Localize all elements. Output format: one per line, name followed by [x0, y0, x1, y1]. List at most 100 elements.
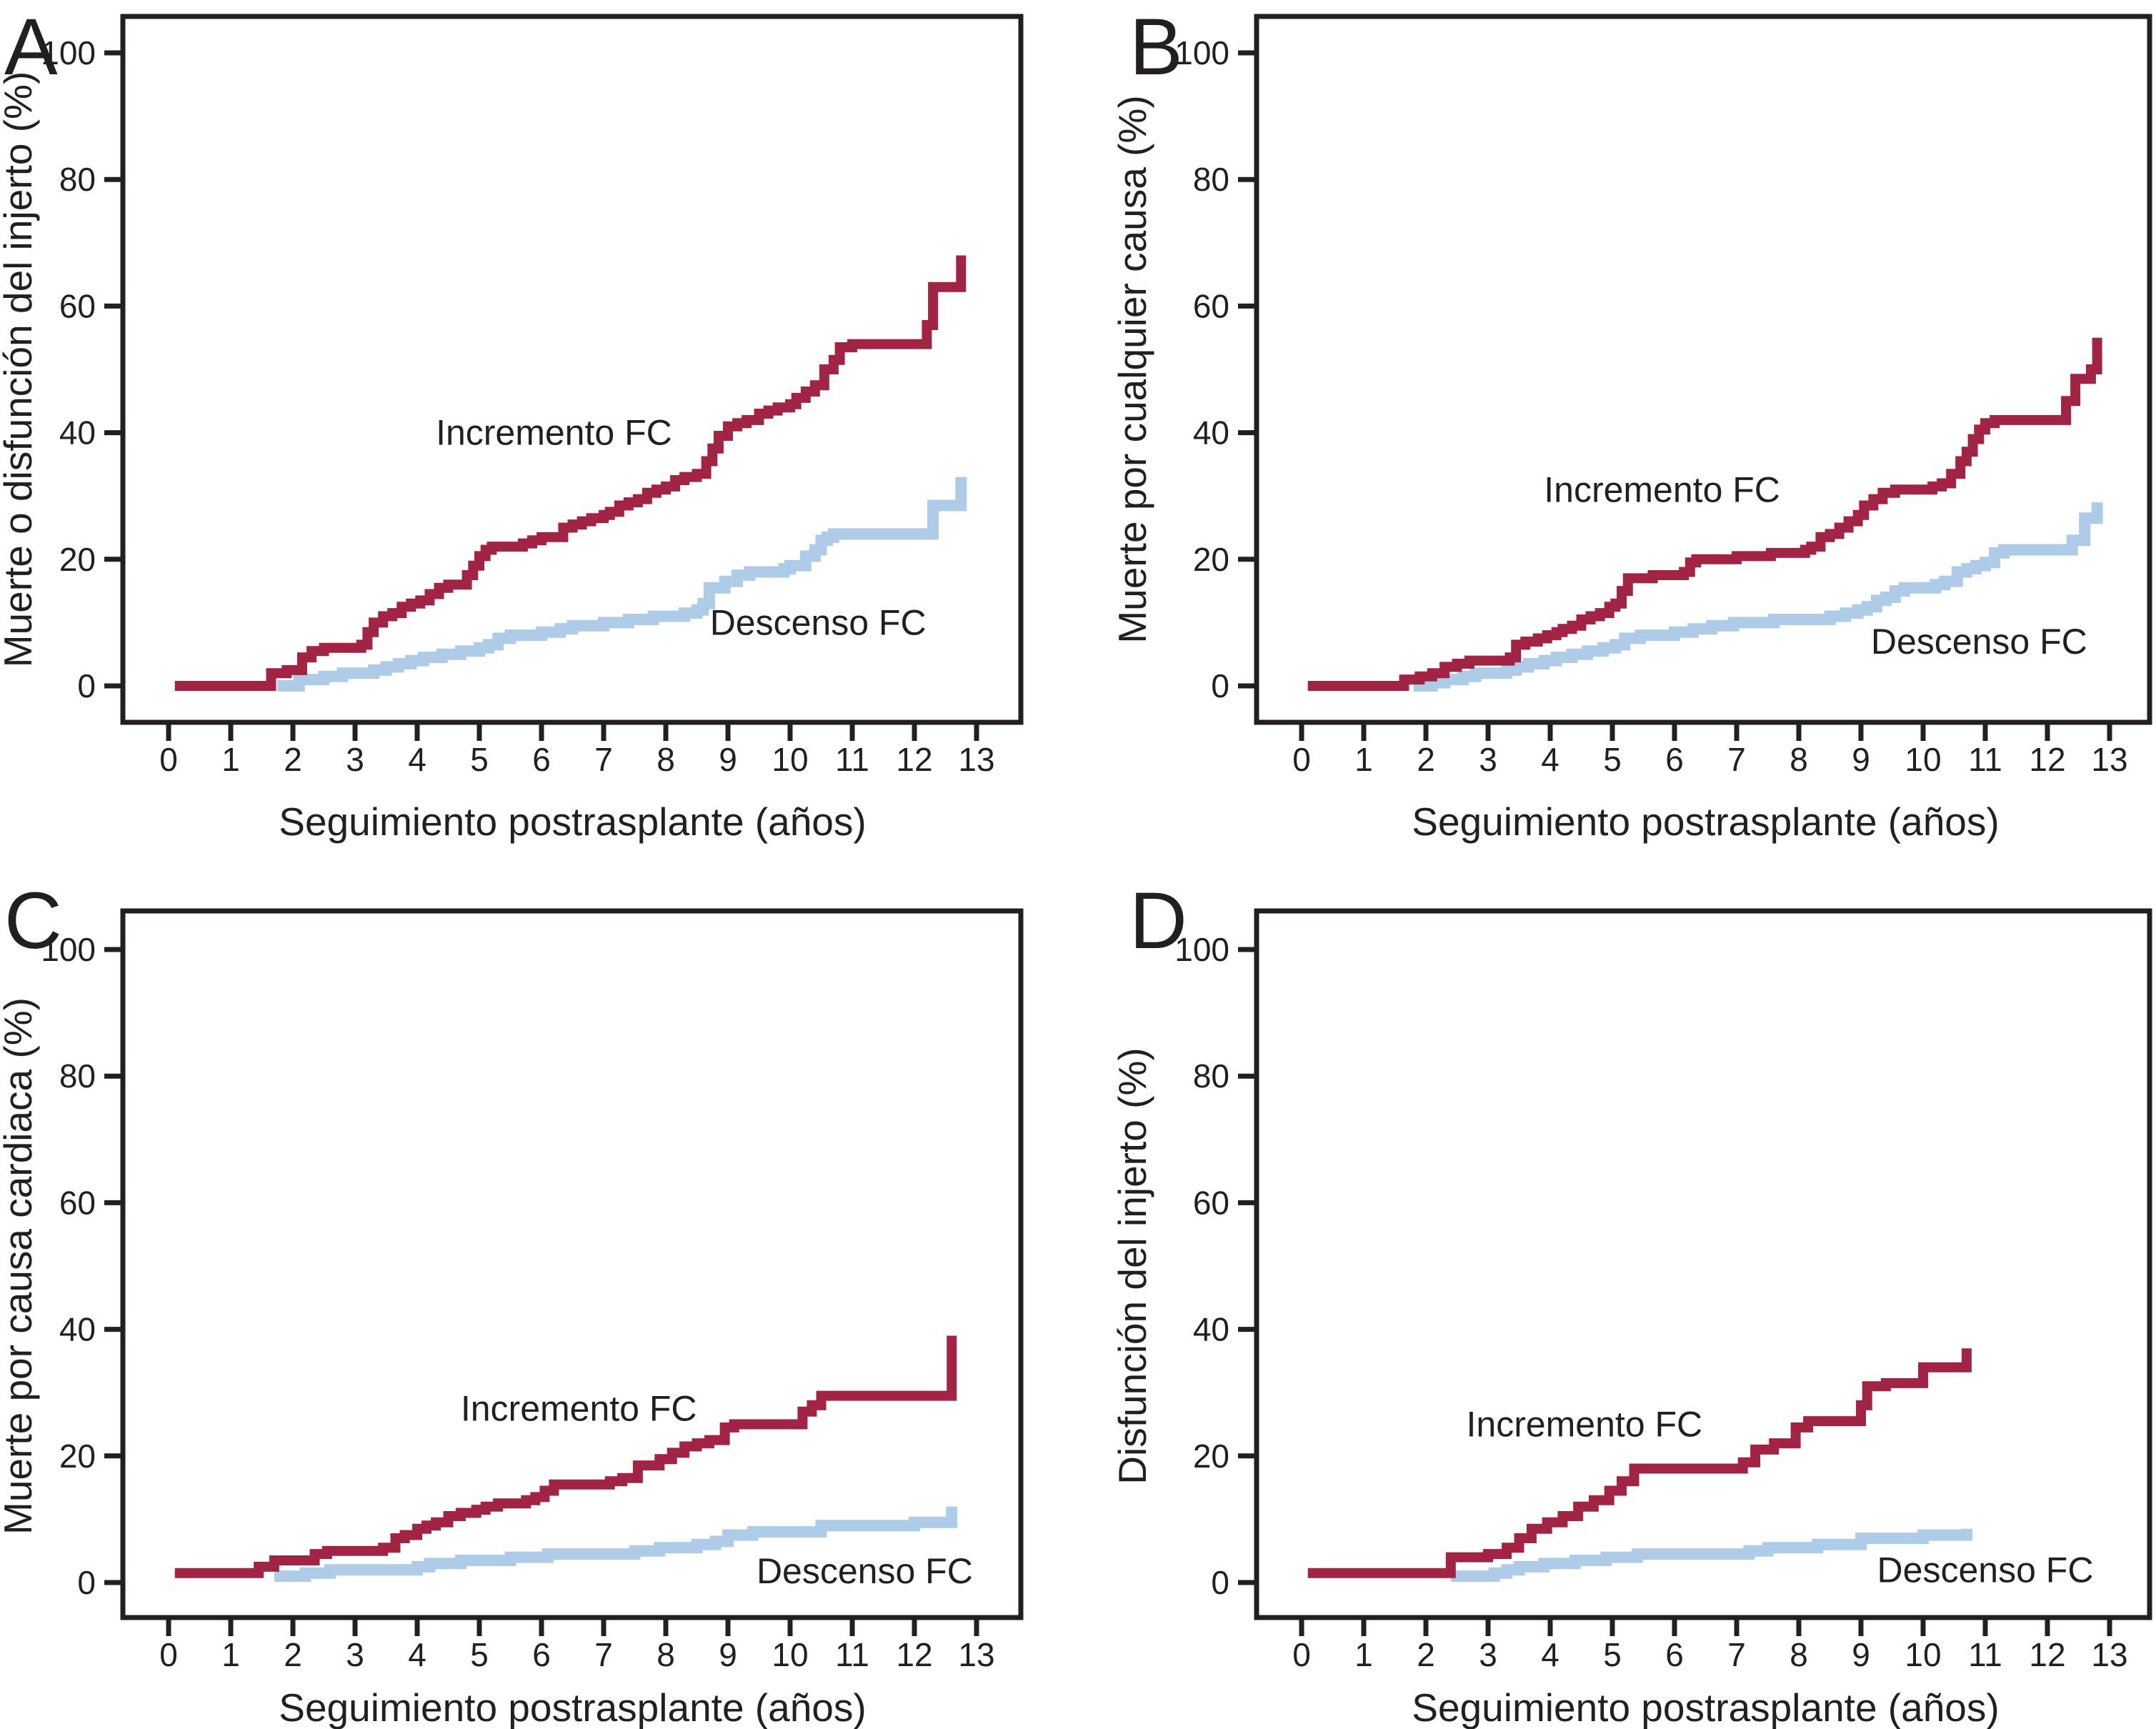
x-tick-label: 5	[1603, 1636, 1622, 1673]
curve-descenso-fc	[277, 477, 967, 692]
panel-a-descenso-label: Descenso FC	[710, 602, 927, 642]
curve-incremento-fc	[1307, 1348, 1972, 1578]
x-tick-label: 3	[346, 1636, 364, 1673]
panel-d-incremento-label: Incremento FC	[1467, 1405, 1703, 1445]
x-tick-label: 13	[2091, 1636, 2127, 1673]
panel-c-y-axis-title: Muerte por causa cardiaca (%)	[0, 997, 40, 1535]
x-tick-label: 7	[1727, 741, 1746, 778]
x-tick-label: 10	[1905, 1636, 1941, 1673]
x-tick-label: 9	[719, 1636, 737, 1673]
x-tick-label: 2	[284, 1636, 302, 1673]
x-tick-label: 2	[284, 741, 302, 778]
x-tick-label: 11	[835, 1636, 869, 1673]
y-tick-label: 80	[1193, 161, 1229, 198]
panel-c-x-axis-title: Seguimiento postrasplante (años)	[279, 1685, 866, 1729]
x-tick-label: 4	[408, 1636, 426, 1673]
panel-b-curves	[1307, 337, 2103, 692]
panel-a: 0 1 2 3 4 5 6 7 8 9 10 11 12 13 0 20 40 60 80 100 A Muerte …	[0, 0, 1078, 864]
y-tick-label: 20	[1193, 1437, 1229, 1475]
x-tick-label: 8	[1790, 1636, 1808, 1673]
x-tick-label: 11	[835, 741, 869, 778]
x-tick-label: 6	[1665, 741, 1684, 778]
y-tick-label: 100	[1174, 34, 1229, 71]
x-tick-label: 10	[772, 1636, 808, 1673]
panel-d: 0 1 2 3 4 5 6 7 8 9 10 11 12 13 0 20 40 60 80 100 D Disfunc…	[1078, 864, 2156, 1729]
x-tick-label: 9	[1852, 1636, 1870, 1673]
y-tick-label: 40	[59, 414, 96, 452]
x-tick-label: 1	[221, 1636, 240, 1673]
panel-b-incremento-label: Incremento FC	[1544, 469, 1780, 509]
y-tick-label: 0	[1211, 1564, 1229, 1601]
x-tick-label: 0	[1292, 741, 1311, 778]
panel-c-incremento-label: Incremento FC	[461, 1388, 697, 1428]
panel-d-y-axis-title: Disfunción del injerto (%)	[1110, 1047, 1154, 1484]
x-tick-label: 8	[1790, 741, 1808, 778]
curve-descenso-fc	[1413, 502, 2103, 692]
y-tick-label: 100	[1174, 931, 1229, 968]
panel-b-x-axis-title: Seguimiento postrasplante (años)	[1412, 799, 1999, 844]
y-tick-label: 40	[1193, 414, 1229, 452]
panel-b: 0 1 2 3 4 5 6 7 8 9 10 11 12 13 0 20 40 60 80 100 B Muerte …	[1078, 0, 2156, 864]
x-tick-label: 1	[1354, 1636, 1373, 1673]
panel-b-descenso-label: Descenso FC	[1871, 622, 2087, 662]
x-tick-label: 1	[1354, 741, 1373, 778]
x-tick-label: 10	[772, 741, 808, 778]
y-tick-label: 60	[59, 287, 96, 324]
x-tick-label: 3	[346, 741, 364, 778]
x-tick-label: 13	[958, 741, 994, 778]
x-tick-label: 13	[2091, 741, 2127, 778]
panel-c: 0 1 2 3 4 5 6 7 8 9 10 11 12 13 0 20 40 60 80 100 C Muerte …	[0, 864, 1078, 1729]
panel-b-letter: B	[1129, 2, 1183, 91]
curve-incremento-fc	[1307, 337, 2102, 691]
y-tick-label: 0	[77, 1564, 96, 1601]
panel-a-x-axis-title: Seguimiento postrasplante (años)	[279, 799, 866, 844]
y-tick-label: 20	[1193, 541, 1229, 578]
panel-d-x-axis-title: Seguimiento postrasplante (años)	[1412, 1685, 1999, 1729]
x-tick-label: 4	[1541, 1636, 1559, 1673]
y-tick-label: 40	[1193, 1311, 1229, 1348]
x-tick-label: 7	[1727, 1636, 1746, 1673]
x-tick-label: 5	[470, 1636, 489, 1673]
y-tick-label: 80	[59, 161, 96, 198]
x-tick-label: 8	[657, 1636, 675, 1673]
y-tick-label: 80	[1193, 1057, 1229, 1095]
x-tick-label: 0	[159, 741, 178, 778]
curve-descenso-fc	[1450, 1528, 1972, 1583]
y-tick-label: 60	[59, 1184, 96, 1221]
y-tick-label: 60	[1193, 287, 1229, 324]
curve-descenso-fc	[274, 1506, 958, 1583]
x-tick-label: 9	[1852, 741, 1870, 778]
plot-box	[1254, 14, 2152, 725]
plot-box	[1254, 908, 2152, 1620]
y-tick-label: 100	[41, 931, 96, 968]
x-tick-label: 9	[719, 741, 737, 778]
x-tick-label: 11	[1968, 1636, 2002, 1673]
panel-c-descenso-label: Descenso FC	[757, 1551, 973, 1591]
panel-a-curves	[174, 255, 967, 692]
x-tick-label: 2	[1417, 1636, 1435, 1673]
x-tick-label: 1	[221, 741, 240, 778]
x-tick-label: 4	[408, 741, 426, 778]
x-tick-label: 13	[958, 1636, 994, 1673]
plot-box	[120, 14, 1024, 725]
x-tick-label: 11	[1968, 741, 2002, 778]
x-tick-label: 7	[594, 1636, 613, 1673]
x-tick-label: 12	[2029, 1636, 2065, 1673]
x-tick-label: 12	[2029, 741, 2065, 778]
panel-b-y-axis-title: Muerte por cualquier causa (%)	[1110, 95, 1154, 643]
panel-c-letter: C	[4, 876, 62, 965]
x-tick-label: 3	[1479, 1636, 1497, 1673]
y-tick-label: 0	[77, 667, 96, 704]
x-tick-label: 6	[1665, 1636, 1684, 1673]
panel-c-curves	[174, 1335, 958, 1583]
panel-d-letter: D	[1129, 876, 1187, 965]
x-tick-label: 5	[470, 741, 489, 778]
